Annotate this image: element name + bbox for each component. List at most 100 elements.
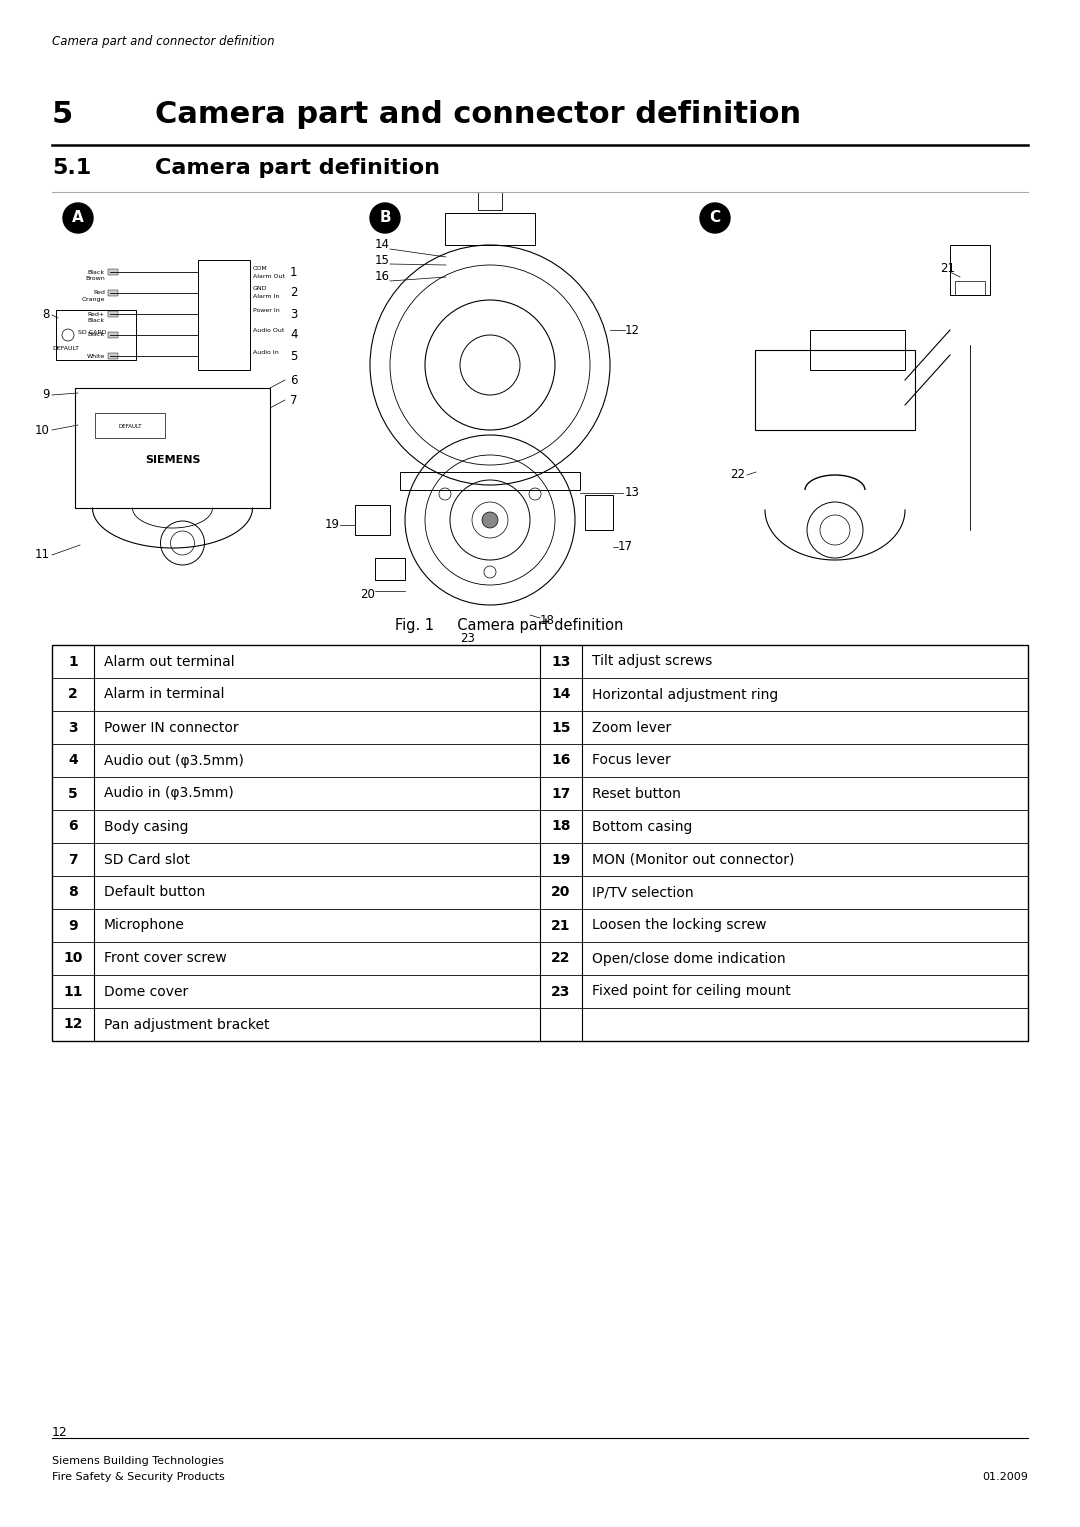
- Text: Alarm In: Alarm In: [253, 295, 280, 299]
- Text: IP/TV selection: IP/TV selection: [592, 886, 693, 899]
- Bar: [52, 644, 1028, 1041]
- Text: Camera part definition: Camera part definition: [156, 157, 440, 179]
- Text: 19: 19: [551, 852, 570, 866]
- Text: 18: 18: [540, 614, 555, 626]
- Text: Power IN connector: Power IN connector: [104, 721, 239, 734]
- Text: Siemens Building Technologies: Siemens Building Technologies: [52, 1457, 224, 1466]
- Text: C: C: [710, 211, 720, 226]
- Bar: [478, 192, 502, 211]
- Text: MON (Monitor out connector): MON (Monitor out connector): [592, 852, 795, 866]
- Text: Black: Black: [87, 319, 105, 324]
- Text: Zoom lever: Zoom lever: [592, 721, 672, 734]
- Text: Microphone: Microphone: [104, 919, 185, 933]
- Bar: [75, 388, 270, 508]
- Text: 19: 19: [325, 519, 340, 531]
- Bar: [400, 472, 580, 490]
- Text: 6: 6: [68, 820, 78, 834]
- Bar: [355, 505, 390, 534]
- Bar: [810, 330, 905, 370]
- Text: 22: 22: [551, 951, 570, 965]
- Text: 10: 10: [64, 951, 83, 965]
- Text: Fixed point for ceiling mount: Fixed point for ceiling mount: [592, 985, 791, 999]
- Text: DEFAULT: DEFAULT: [118, 423, 141, 429]
- Text: 16: 16: [375, 270, 390, 284]
- Text: Black: Black: [87, 269, 105, 275]
- Text: Horizontal adjustment ring: Horizontal adjustment ring: [592, 687, 779, 701]
- Bar: [108, 353, 118, 359]
- Text: 01.2009: 01.2009: [982, 1472, 1028, 1483]
- Text: 21: 21: [551, 919, 570, 933]
- Text: 9: 9: [68, 919, 78, 933]
- Text: 2: 2: [68, 687, 78, 701]
- Bar: [950, 244, 990, 295]
- Text: White: White: [86, 353, 105, 359]
- Text: Alarm out terminal: Alarm out terminal: [104, 655, 234, 669]
- Text: 14: 14: [551, 687, 570, 701]
- Text: 3: 3: [68, 721, 78, 734]
- Text: Camera part and connector definition: Camera part and connector definition: [156, 99, 801, 128]
- Bar: [108, 312, 118, 318]
- Text: Camera part and connector definition: Camera part and connector definition: [52, 35, 274, 47]
- Text: Brown: Brown: [85, 276, 105, 281]
- Text: 1: 1: [291, 266, 297, 278]
- Text: Red+: Red+: [87, 312, 105, 316]
- Text: 22: 22: [730, 469, 745, 481]
- Text: Orange: Orange: [82, 298, 105, 302]
- Text: Tilt adjust screws: Tilt adjust screws: [592, 655, 712, 669]
- Bar: [56, 310, 136, 360]
- Text: Audio out (φ3.5mm): Audio out (φ3.5mm): [104, 753, 244, 768]
- Text: A: A: [72, 211, 84, 226]
- Text: SD CARD: SD CARD: [78, 330, 107, 334]
- Bar: [108, 331, 118, 337]
- Text: 20: 20: [360, 588, 375, 602]
- Text: 15: 15: [375, 253, 390, 267]
- Text: Fire Safety & Security Products: Fire Safety & Security Products: [52, 1472, 225, 1483]
- Text: Front cover screw: Front cover screw: [104, 951, 227, 965]
- Text: SIEMENS: SIEMENS: [145, 455, 200, 466]
- Text: 11: 11: [64, 985, 83, 999]
- Text: 2: 2: [291, 287, 297, 299]
- Text: 6: 6: [291, 374, 297, 386]
- Bar: [108, 269, 118, 275]
- Text: 11: 11: [35, 548, 50, 562]
- Text: Red: Red: [93, 290, 105, 296]
- Bar: [198, 260, 249, 370]
- Text: 9: 9: [42, 388, 50, 402]
- Text: 5: 5: [68, 786, 78, 800]
- Text: 1: 1: [68, 655, 78, 669]
- Text: Audio In: Audio In: [253, 350, 279, 354]
- Circle shape: [482, 512, 498, 528]
- Text: Pan adjustment bracket: Pan adjustment bracket: [104, 1017, 270, 1032]
- Text: Body casing: Body casing: [104, 820, 189, 834]
- Bar: [375, 557, 405, 580]
- Text: 23: 23: [460, 632, 475, 644]
- Text: Power In: Power In: [253, 307, 280, 313]
- Bar: [108, 290, 118, 296]
- Bar: [585, 495, 613, 530]
- Text: Bottom casing: Bottom casing: [592, 820, 692, 834]
- Text: 13: 13: [625, 487, 639, 499]
- Text: Audio in (φ3.5mm): Audio in (φ3.5mm): [104, 786, 233, 800]
- Text: SD Card slot: SD Card slot: [104, 852, 190, 866]
- Text: 3: 3: [291, 307, 297, 321]
- Text: 7: 7: [291, 394, 297, 406]
- Text: Reset button: Reset button: [592, 786, 680, 800]
- Bar: [95, 412, 165, 438]
- Text: Dome cover: Dome cover: [104, 985, 188, 999]
- Text: 15: 15: [551, 721, 570, 734]
- Text: Audio Out: Audio Out: [253, 328, 284, 333]
- Text: 5: 5: [291, 350, 297, 362]
- Text: 17: 17: [618, 541, 633, 553]
- Text: B: B: [379, 211, 391, 226]
- Text: 20: 20: [551, 886, 570, 899]
- Text: COM: COM: [253, 266, 268, 270]
- Text: 7: 7: [68, 852, 78, 866]
- Text: 12: 12: [64, 1017, 83, 1032]
- Text: 4: 4: [291, 328, 297, 342]
- Text: Alarm in terminal: Alarm in terminal: [104, 687, 225, 701]
- Text: 12: 12: [625, 324, 640, 336]
- Circle shape: [370, 203, 400, 234]
- Text: 14: 14: [375, 238, 390, 252]
- Text: 21: 21: [940, 261, 955, 275]
- Text: Open/close dome indication: Open/close dome indication: [592, 951, 785, 965]
